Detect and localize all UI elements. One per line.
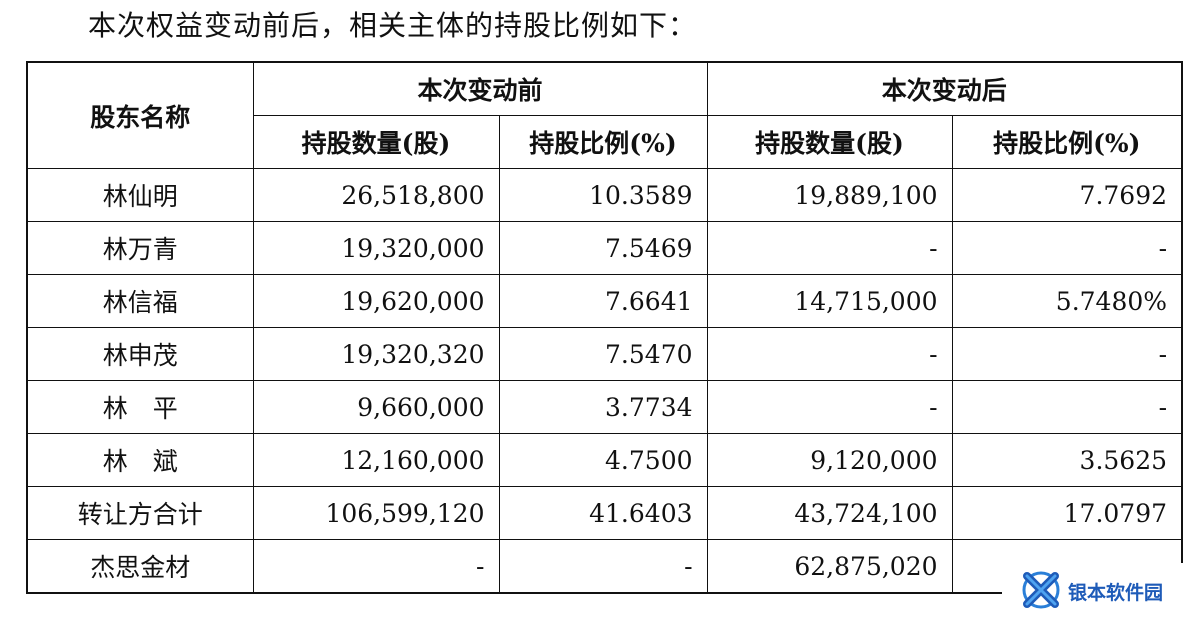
after-shares: 62,875,020 <box>706 539 953 594</box>
after-ratio: - <box>951 380 1183 434</box>
table-row: 林信福 19,620,000 7.6641 14,715,000 5.7480% <box>26 274 1183 328</box>
before-shares: 12,160,000 <box>252 433 500 487</box>
before-ratio: - <box>498 539 708 594</box>
after-shares: 43,724,100 <box>706 486 953 540</box>
after-shares: 19,889,100 <box>706 168 953 222</box>
after-shares: - <box>706 221 953 275</box>
before-ratio: 7.5470 <box>498 327 708 381</box>
before-ratio: 7.6641 <box>498 274 708 328</box>
after-ratio: 3.5625 <box>951 433 1183 487</box>
before-ratio: 41.6403 <box>498 486 708 540</box>
before-ratio: 7.5469 <box>498 221 708 275</box>
holder-name: 转让方合计 <box>26 486 254 540</box>
header-before-shares: 持股数量(股) <box>252 115 500 169</box>
before-ratio: 3.7734 <box>498 380 708 434</box>
before-shares: - <box>252 539 500 594</box>
holder-name: 杰思金材 <box>26 539 254 594</box>
header-after-ratio: 持股比例(%) <box>951 115 1183 169</box>
holder-name: 林万青 <box>26 221 254 275</box>
holder-name: 林信福 <box>26 274 254 328</box>
table-row: 林仙明 26,518,800 10.3589 19,889,100 7.7692 <box>26 168 1183 222</box>
header-before-ratio: 持股比例(%) <box>498 115 708 169</box>
table-row: 林申茂 19,320,320 7.5470 - - <box>26 327 1183 381</box>
after-ratio: 17.0797 <box>951 486 1183 540</box>
before-ratio: 10.3589 <box>498 168 708 222</box>
header-after: 本次变动后 <box>706 61 1183 116</box>
before-shares: 9,660,000 <box>252 380 500 434</box>
holder-name: 林 斌 <box>26 433 254 487</box>
after-shares: 9,120,000 <box>706 433 953 487</box>
after-ratio: 5.7480% <box>951 274 1183 328</box>
after-ratio: - <box>951 327 1183 381</box>
watermark-text: 银本软件园 <box>1068 582 1164 604</box>
holder-name: 林 平 <box>26 380 254 434</box>
x-logo-icon <box>1022 571 1060 609</box>
before-shares: 19,620,000 <box>252 274 500 328</box>
header-holder: 股东名称 <box>26 61 254 169</box>
shareholding-table: 股东名称 本次变动前 本次变动后 持股数量(股) 持股比例(%) 持股数量(股)… <box>26 61 1184 594</box>
after-shares: 14,715,000 <box>706 274 953 328</box>
after-shares: - <box>706 380 953 434</box>
table-row: 林 平 9,660,000 3.7734 - - <box>26 380 1183 434</box>
header-row-1: 股东名称 本次变动前 本次变动后 <box>26 61 1183 169</box>
before-shares: 19,320,000 <box>252 221 500 275</box>
header-after-shares: 持股数量(股) <box>706 115 953 169</box>
after-ratio: 7.7692 <box>951 168 1183 222</box>
holder-name: 林申茂 <box>26 327 254 381</box>
before-shares: 19,320,320 <box>252 327 500 381</box>
before-shares: 26,518,800 <box>252 168 500 222</box>
table-row: 林 斌 12,160,000 4.7500 9,120,000 3.5625 <box>26 433 1183 487</box>
after-ratio: - <box>951 221 1183 275</box>
before-ratio: 4.7500 <box>498 433 708 487</box>
watermark: 银本软件园 <box>1002 563 1202 618</box>
header-before: 本次变动前 <box>252 61 708 116</box>
after-shares: - <box>706 327 953 381</box>
total-row: 转让方合计 106,599,120 41.6403 43,724,100 17.… <box>26 486 1183 540</box>
intro-text: 本次权益变动前后，相关主体的持股比例如下： <box>88 9 698 42</box>
before-shares: 106,599,120 <box>252 486 500 540</box>
holder-name: 林仙明 <box>26 168 254 222</box>
table-row: 林万青 19,320,000 7.5469 - - <box>26 221 1183 275</box>
